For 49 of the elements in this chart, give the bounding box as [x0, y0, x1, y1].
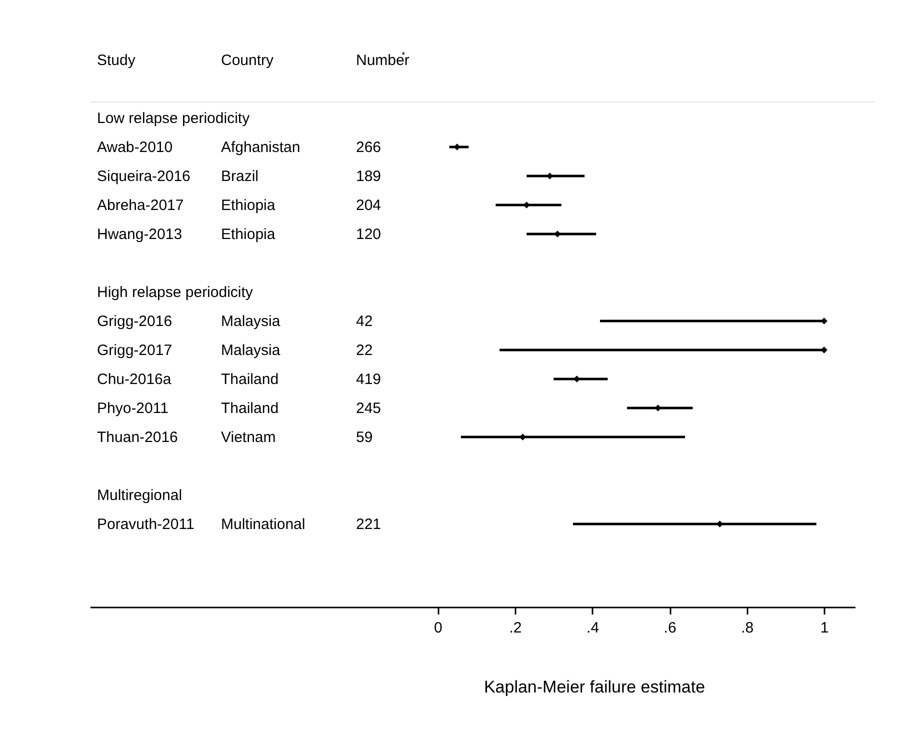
x-tick-label: .4: [586, 620, 600, 636]
point: [820, 318, 828, 324]
point: [554, 230, 561, 238]
annotation: 189: [356, 168, 382, 185]
text: Study: [97, 52, 136, 69]
y-tick-label: Phyo-2011: [97, 400, 168, 417]
annotation: 22: [356, 342, 373, 359]
annotation: Malaysia: [221, 342, 281, 359]
x-axis-title: Kaplan-Meier failure estimate: [484, 678, 706, 696]
annotation: 245: [356, 400, 382, 417]
x-tick-label: 1: [820, 620, 829, 636]
annotation: Ethiopia: [221, 197, 276, 214]
annotation: Malaysia: [221, 313, 281, 330]
annotation: 419: [356, 371, 382, 388]
y-tick-label: Siqueira-2016: [97, 168, 190, 185]
text: Number*: [356, 50, 410, 69]
annotation: Brazil: [221, 168, 259, 185]
annotation: 120: [356, 226, 382, 243]
y-tick-label: Awab-2010: [97, 139, 173, 156]
annotation: 266: [356, 139, 382, 156]
x-tick-label: .8: [741, 620, 754, 636]
annotation: Multinational: [221, 516, 306, 533]
y-tick-label: Multiregional: [97, 487, 182, 504]
y-tick-label: Poravuth-2011: [97, 516, 194, 533]
annotation: 42: [356, 313, 373, 330]
y-tick-label: Hwang-2013: [97, 226, 182, 243]
y-tick-label: Chu-2016a: [97, 371, 172, 388]
y-tick-label: Thuan-2016: [97, 429, 178, 446]
text: Country: [221, 52, 274, 69]
point: [454, 144, 460, 150]
y-tick-label: Grigg-2016: [97, 313, 172, 330]
y-tick-label: Grigg-2017: [97, 342, 172, 359]
annotation: Vietnam: [221, 429, 276, 446]
annotation: Thailand: [221, 371, 279, 388]
annotation: 204: [356, 197, 382, 214]
point: [654, 404, 662, 412]
y-tick-label: High relapse periodicity: [97, 284, 254, 301]
point: [820, 346, 828, 354]
y-tick-label: Low relapse periodicity: [97, 110, 250, 127]
point: [523, 202, 530, 208]
annotation: 221: [356, 516, 382, 533]
annotation: Ethiopia: [221, 226, 276, 243]
annotation: Thailand: [221, 400, 279, 417]
annotation: Afghanistan: [221, 139, 300, 156]
annotation: 59: [356, 429, 373, 446]
x-tick-label: 0: [434, 620, 442, 636]
y-tick-label: Abreha-2017: [97, 197, 184, 214]
x-tick-label: .2: [509, 620, 522, 636]
x-tick-label: .6: [664, 620, 676, 636]
